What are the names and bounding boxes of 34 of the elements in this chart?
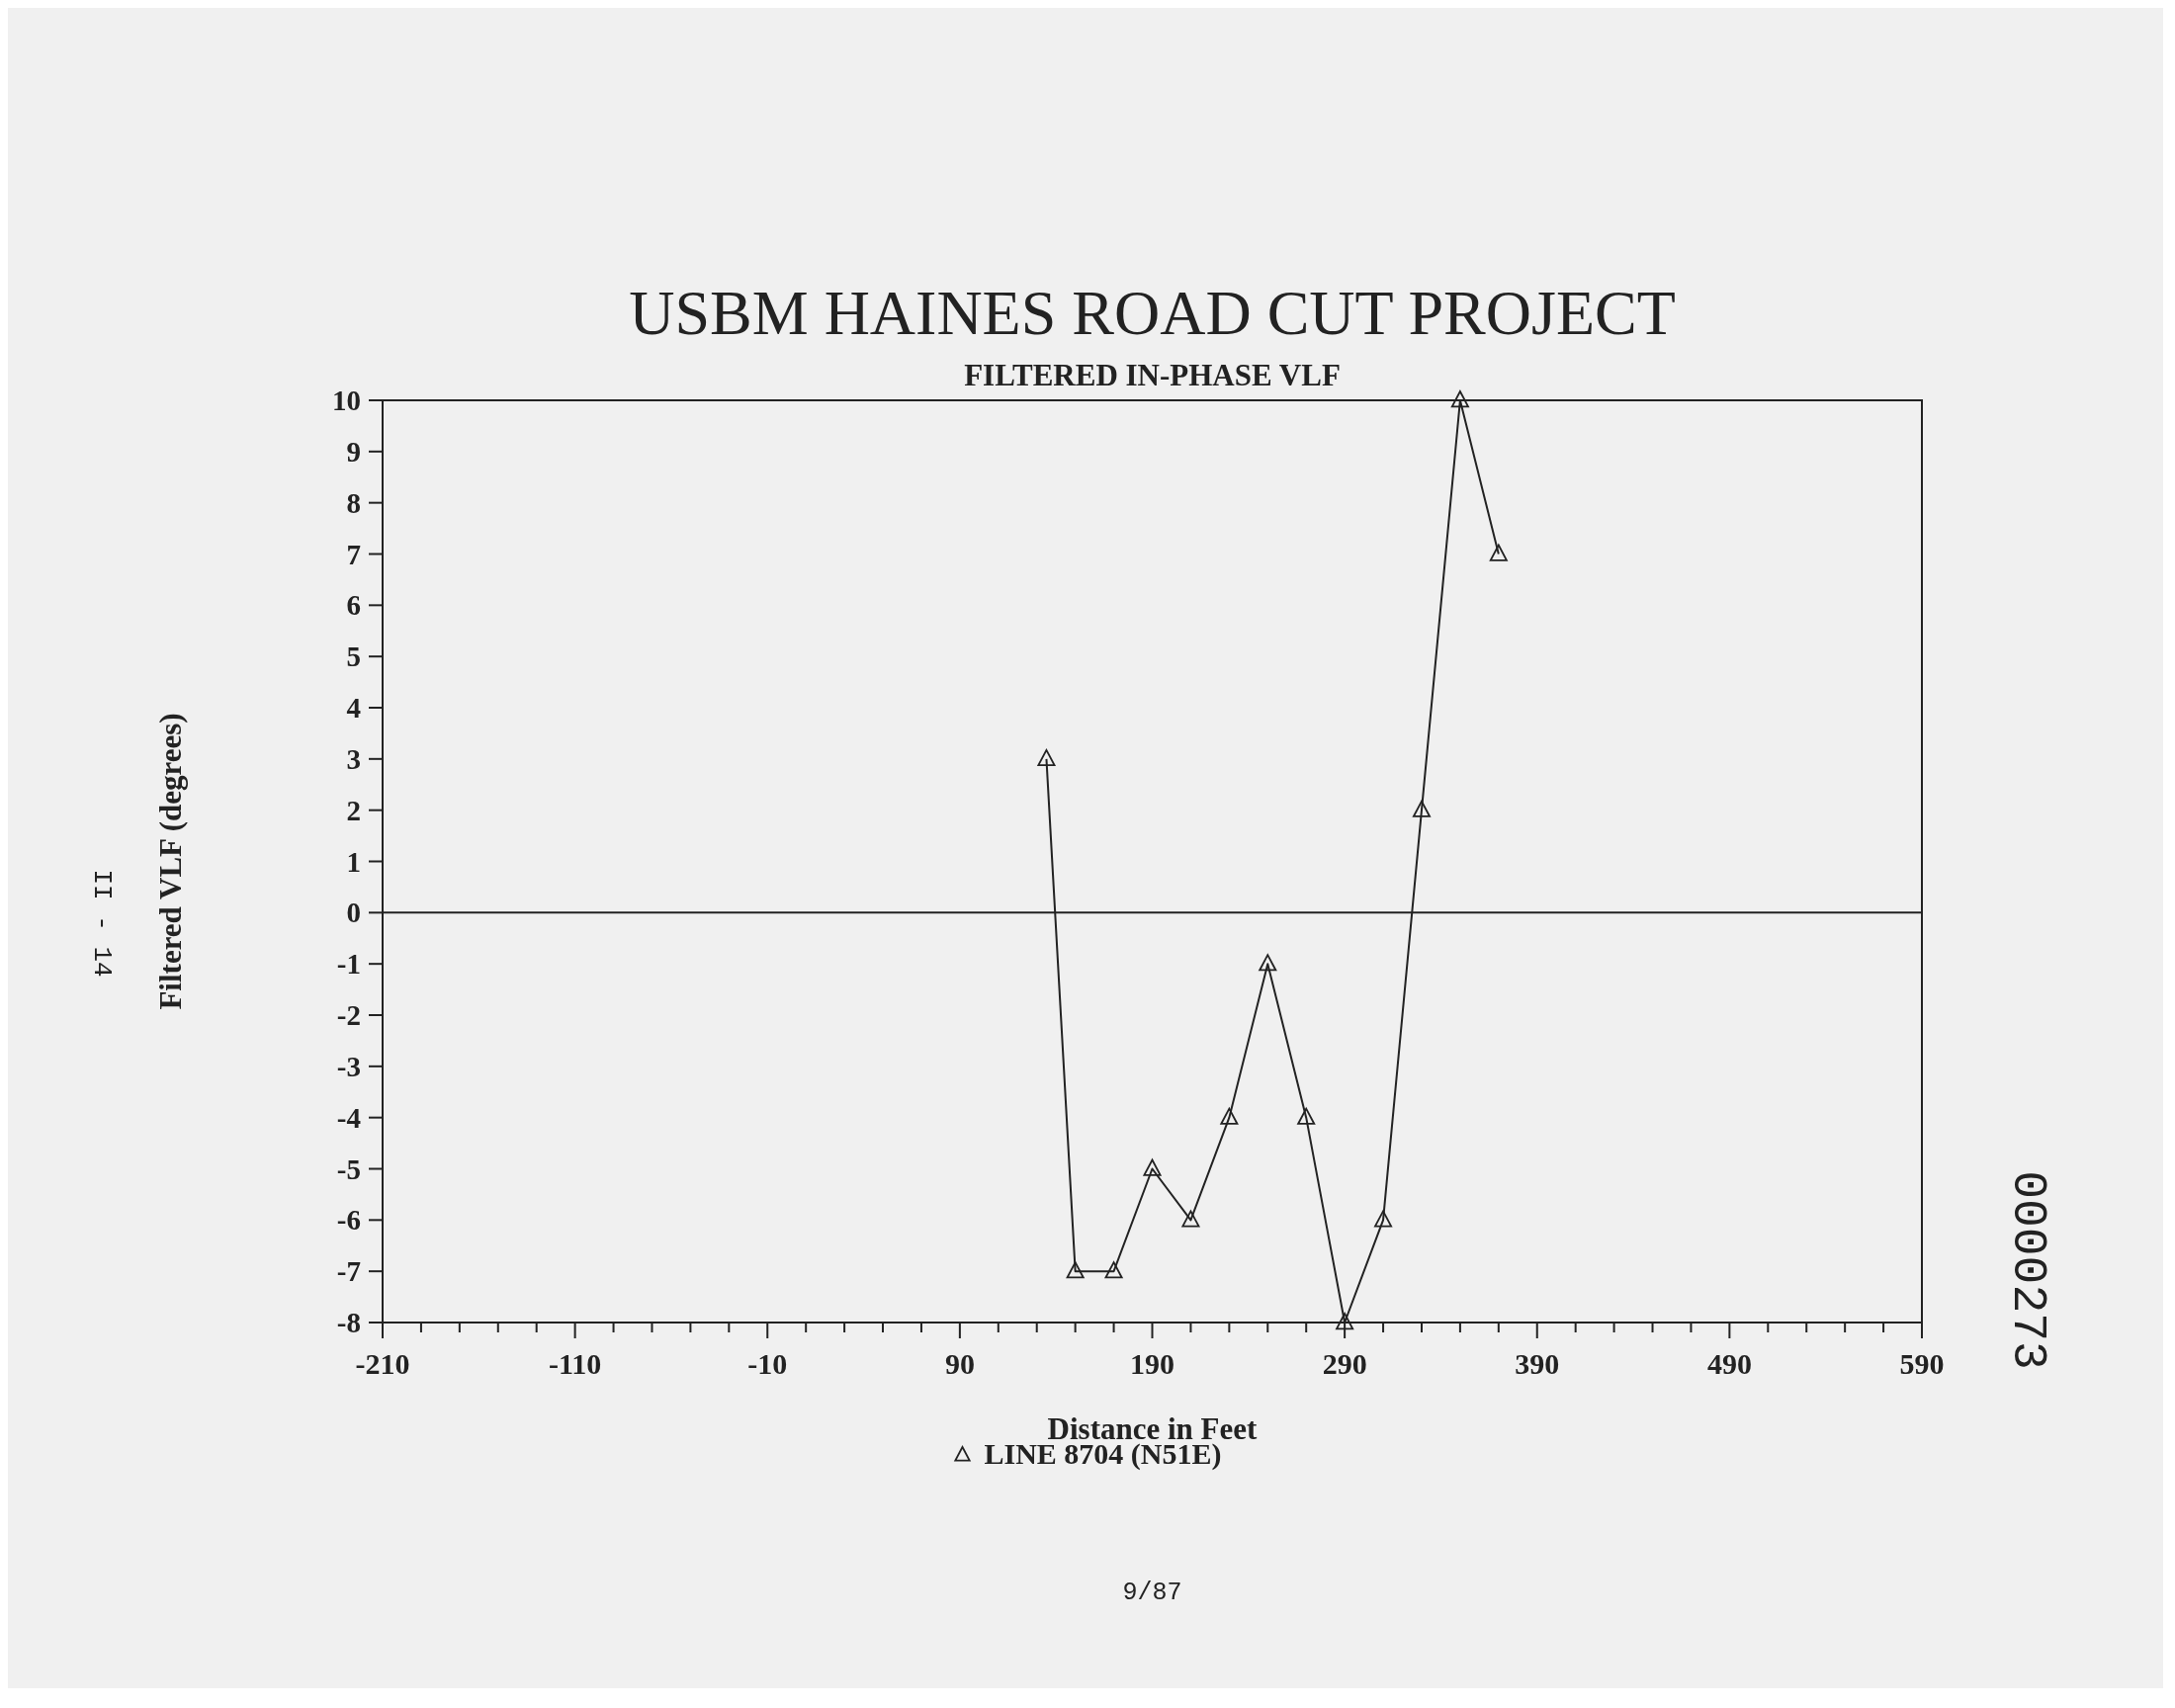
y-tick-label: -6 [336, 1204, 361, 1237]
x-tick-label: 90 [944, 1347, 975, 1380]
chart-subtitle: FILTERED IN-PHASE VLF [964, 358, 1341, 392]
x-tick-label: 590 [1899, 1347, 1945, 1380]
x-tick-label: 290 [1322, 1347, 1367, 1380]
y-tick-label: -4 [336, 1101, 361, 1134]
y-tick-label: 7 [346, 538, 361, 570]
y-tick-label: 9 [346, 435, 361, 468]
x-tick-label: -210 [355, 1347, 410, 1380]
y-tick-label: 0 [346, 897, 361, 929]
x-tick-label: 190 [1130, 1347, 1174, 1380]
y-tick-label: 2 [346, 794, 361, 826]
y-tick-label: 8 [346, 486, 361, 519]
y-tick-label: -8 [336, 1307, 361, 1338]
y-tick-label: -3 [336, 1050, 361, 1082]
y-tick-label: 4 [346, 692, 361, 724]
text: 0000273 [2001, 1170, 2054, 1370]
x-tick-label: 390 [1515, 1347, 1560, 1380]
y-tick-label: -7 [336, 1255, 361, 1288]
y-tick-label: 5 [346, 640, 361, 673]
y-axis-title: Filtered VLF (degrees) [153, 713, 188, 1010]
y-tick-label: 6 [346, 589, 361, 622]
x-tick-label: 490 [1706, 1347, 1752, 1380]
y-tick-label: -1 [336, 948, 361, 981]
y-tick-label: 1 [346, 845, 361, 878]
y-tick-label: -5 [336, 1153, 361, 1185]
text: II - 14 [87, 869, 117, 978]
text: 9/87 [1122, 1579, 1182, 1607]
chart-title: USBM HAINES ROAD CUT PROJECT [629, 278, 1676, 348]
y-tick-label: -2 [336, 999, 361, 1031]
x-tick-label: -110 [548, 1347, 602, 1380]
x-tick-label: -10 [747, 1347, 788, 1380]
y-tick-label: 10 [332, 384, 361, 416]
y-tick-label: 3 [346, 742, 361, 775]
